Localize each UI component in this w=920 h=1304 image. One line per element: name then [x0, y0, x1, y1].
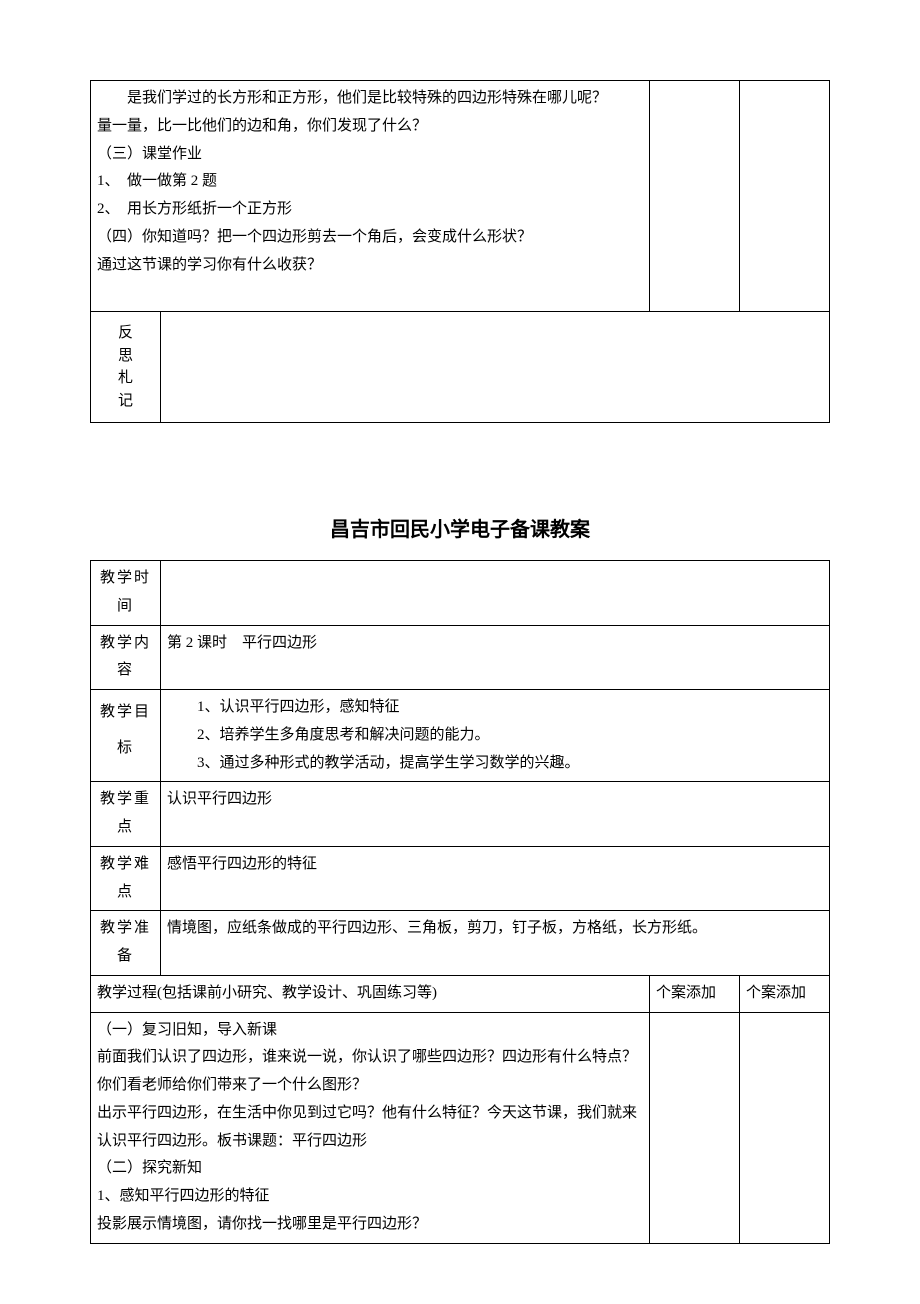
lesson1-p1: 是我们学过的长方形和正方形，他们是比较特殊的四边形特殊在哪儿呢？	[97, 85, 643, 113]
row-prep-value: 情境图，应纸条做成的平行四边形、三角板，剪刀，钉子板，方格纸，长方形纸。	[161, 911, 830, 976]
process-body-cell: （一）复习旧知，导入新课 前面我们认识了四边形，谁来说一说，你认识了哪些四边形？…	[91, 1012, 650, 1243]
row-time-label: 教学时间	[91, 561, 161, 626]
lesson-table-2: 教学时间 教学内容 第 2 课时 平行四边形 教学目标 1、认识平行四边形，感知…	[90, 560, 830, 1244]
lesson1-p6: （四）你知道吗？把一个四边形剪去一个角后，会变成什么形状？	[97, 224, 643, 252]
reflect-label-cell: 反 思 札 记	[91, 312, 161, 423]
reflect-char-4: 记	[97, 390, 154, 413]
page-title: 昌吉市回民小学电子备课教案	[90, 513, 830, 542]
process-line-5: （二）探究新知	[97, 1155, 643, 1183]
process-line-6: 1、感知平行四边形的特征	[97, 1183, 643, 1211]
process-header-note1: 个案添加	[649, 975, 739, 1012]
process-header-main: 教学过程(包括课前小研究、教学设计、巩固练习等)	[91, 975, 650, 1012]
reflect-content-cell	[161, 312, 830, 423]
process-line-4: 出示平行四边形，在生活中你见到过它吗？他有什么特征？今天这节课，我们就来认识平行…	[97, 1100, 643, 1156]
lesson1-p2: 量一量，比一比他们的边和角，你们发现了什么？	[97, 113, 643, 141]
row-goal-label: 教学目标	[91, 690, 161, 782]
lesson-table-1: 是我们学过的长方形和正方形，他们是比较特殊的四边形特殊在哪儿呢？ 量一量，比一比…	[90, 80, 830, 423]
reflect-char-3: 札	[97, 367, 154, 390]
row-time-value	[161, 561, 830, 626]
reflect-char-1: 反	[97, 322, 154, 345]
row-diff-value: 感悟平行四边形的特征	[161, 846, 830, 911]
row-content-label: 教学内容	[91, 625, 161, 690]
lesson1-p5: 2、 用长方形纸折一个正方形	[97, 196, 643, 224]
lesson1-p3: （三）课堂作业	[97, 141, 643, 169]
process-note1-cell	[649, 1012, 739, 1243]
row-prep-label: 教学准备	[91, 911, 161, 976]
row-content-value: 第 2 课时 平行四边形	[161, 625, 830, 690]
lesson1-p7: 通过这节课的学习你有什么收获？	[97, 252, 643, 280]
row-focus-label: 教学重点	[91, 782, 161, 847]
goal-line-2: 2、培养学生多角度思考和解决问题的能力。	[167, 722, 823, 750]
row-focus-value: 认识平行四边形	[161, 782, 830, 847]
process-line-7: 投影展示情境图，请你找一找哪里是平行四边形？	[97, 1211, 643, 1239]
goal-line-1: 1、认识平行四边形，感知特征	[167, 694, 823, 722]
process-line-1: （一）复习旧知，导入新课	[97, 1017, 643, 1045]
lesson1-p4: 1、 做一做第 2 题	[97, 168, 643, 196]
row-diff-label: 教学难点	[91, 846, 161, 911]
process-note2-cell	[739, 1012, 829, 1243]
process-header-note2: 个案添加	[739, 975, 829, 1012]
lesson1-note1-cell	[650, 81, 740, 312]
goal-line-3: 3、通过多种形式的教学活动，提高学生学习数学的兴趣。	[167, 750, 823, 778]
process-line-2: 前面我们认识了四边形，谁来说一说，你认识了哪些四边形？四边形有什么特点？	[97, 1044, 643, 1072]
reflect-char-2: 思	[97, 345, 154, 368]
row-goal-value: 1、认识平行四边形，感知特征 2、培养学生多角度思考和解决问题的能力。 3、通过…	[161, 690, 830, 782]
process-line-3: 你们看老师给你们带来了一个什么图形？	[97, 1072, 643, 1100]
lesson1-content-cell: 是我们学过的长方形和正方形，他们是比较特殊的四边形特殊在哪儿呢？ 量一量，比一比…	[91, 81, 650, 312]
lesson1-note2-cell	[740, 81, 830, 312]
